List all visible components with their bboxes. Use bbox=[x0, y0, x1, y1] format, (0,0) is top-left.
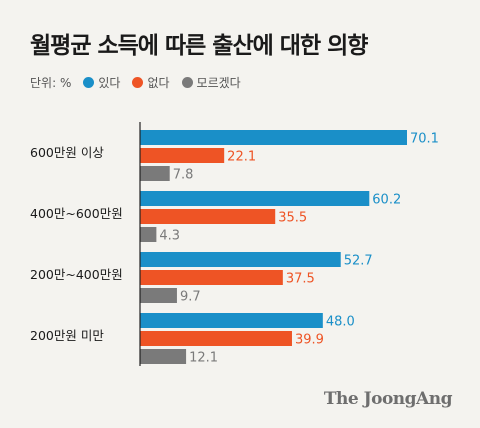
bar bbox=[140, 130, 407, 145]
legend-swatch-unsure bbox=[181, 77, 193, 88]
category-label: 600만원 이상 bbox=[30, 145, 104, 160]
data-label: 52.7 bbox=[344, 254, 373, 269]
legend-item-unsure: 모르겠다 bbox=[181, 74, 241, 91]
bar bbox=[140, 288, 177, 303]
legend-swatch-no bbox=[132, 77, 144, 88]
bar bbox=[140, 227, 157, 242]
bar bbox=[140, 191, 370, 206]
category-label: 200만원 미만 bbox=[30, 328, 104, 343]
data-label: 39.9 bbox=[295, 333, 324, 348]
bar bbox=[140, 148, 225, 163]
unit-label: 단위: % bbox=[30, 76, 72, 90]
data-label: 70.1 bbox=[410, 132, 439, 147]
data-label: 48.0 bbox=[326, 315, 355, 330]
bar bbox=[140, 331, 292, 346]
chart-title: 월평균 소득에 따른 출산에 대한 의향 bbox=[30, 33, 368, 59]
legend-label-no: 없다 bbox=[147, 76, 170, 90]
legend-label-unsure: 모르겠다 bbox=[196, 76, 241, 90]
category-label: 400만~600만원 bbox=[30, 206, 123, 221]
bar bbox=[140, 313, 323, 328]
data-label: 60.2 bbox=[372, 193, 401, 208]
legend-swatch-yes bbox=[83, 77, 95, 88]
bar bbox=[140, 252, 341, 267]
data-label: 12.1 bbox=[189, 351, 218, 366]
legend-item-no: 없다 bbox=[132, 74, 170, 91]
publisher-logo: The JoongAng bbox=[323, 389, 453, 409]
legend-label-yes: 있다 bbox=[98, 76, 121, 90]
bar bbox=[140, 209, 276, 224]
bar bbox=[140, 270, 283, 285]
data-label: 7.8 bbox=[173, 168, 194, 183]
legend: 단위: % 있다 없다 모르겠다 bbox=[30, 74, 253, 91]
bar bbox=[140, 349, 187, 364]
category-label: 200만~400만원 bbox=[30, 267, 123, 282]
legend-item-yes: 있다 bbox=[83, 74, 120, 91]
data-label: 4.3 bbox=[159, 229, 180, 244]
data-label: 35.5 bbox=[278, 211, 307, 226]
data-label: 22.1 bbox=[227, 150, 256, 165]
data-label: 37.5 bbox=[286, 272, 315, 287]
data-label: 9.7 bbox=[180, 290, 201, 305]
bar bbox=[140, 166, 170, 181]
